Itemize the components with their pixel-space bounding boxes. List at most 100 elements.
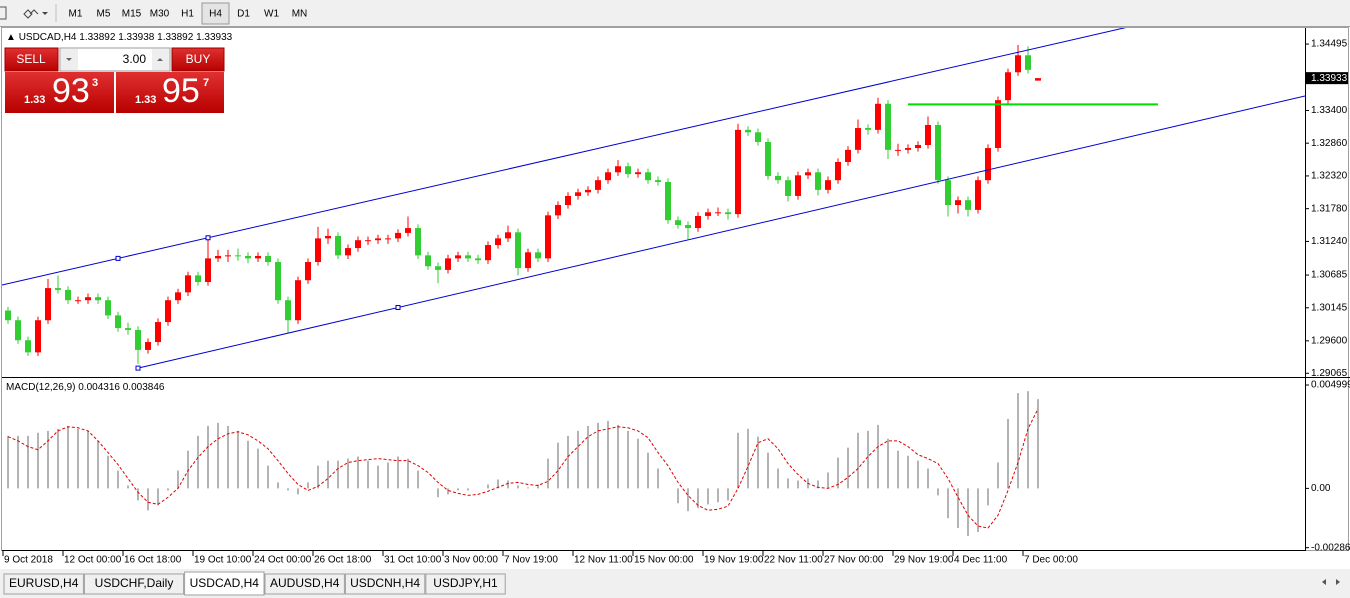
x-tick-label: 7 Nov 19:00 [504, 555, 558, 566]
tab[interactable] [344, 573, 426, 595]
trendline [2, 28, 1127, 286]
tab[interactable] [425, 573, 506, 595]
bid-point: 3 [92, 77, 98, 89]
sell-button[interactable] [4, 47, 59, 72]
candle-body [1025, 55, 1031, 70]
trade-panel: SELL 3.00 BUY 1.33 93 3 1.33 95 7 [4, 47, 225, 113]
candle-body [1015, 55, 1021, 73]
ask-pips: 95 [162, 72, 200, 110]
candle-body [645, 172, 651, 181]
candle-body [95, 297, 101, 301]
candle-body [695, 215, 701, 229]
timeframe-button[interactable]: D1 [237, 9, 250, 20]
x-tick-label: 4 Dec 11:00 [954, 555, 1008, 566]
timeframe-button[interactable]: H1 [181, 9, 194, 20]
x-tick-label: 7 Dec 00:00 [1024, 555, 1078, 566]
candle-body [185, 275, 191, 293]
tab-active[interactable] [184, 571, 265, 596]
timeframe-button[interactable]: M30 [150, 9, 170, 20]
timeframe-button[interactable]: M5 [97, 9, 111, 20]
buy-label: BUY [186, 52, 211, 66]
macd-pane: 0.004999 0.00 -0.002868 [7, 380, 1350, 553]
tab-label: USDJPY,H1 [433, 576, 498, 590]
lot-input[interactable] [59, 47, 171, 72]
toolbar-icon[interactable] [0, 6, 7, 20]
candle-body [515, 232, 521, 269]
candle-body [445, 258, 451, 270]
timeframe-button[interactable]: M15 [122, 9, 142, 20]
y-tick-label: 0.004999 [1311, 380, 1350, 391]
bid-big: 1.33 [24, 94, 45, 106]
candle-body [535, 252, 541, 259]
x-tick-label: 12 Nov 11:00 [574, 555, 633, 566]
x-tick-label: 19 Oct 10:00 [194, 555, 252, 566]
candle-body [1035, 78, 1041, 81]
tab-label: AUDUSD,H4 [270, 576, 340, 590]
bid-box[interactable] [5, 72, 114, 113]
timeframe-selected [201, 2, 230, 25]
y-tick-label: 1.31240 [1311, 236, 1348, 247]
timeframe-button[interactable]: M1 [69, 9, 83, 20]
candle-body [115, 315, 121, 329]
y-tick-label: 1.33400 [1311, 105, 1348, 116]
candle-body [325, 235, 331, 239]
candle-body [665, 181, 671, 221]
candle-body [335, 235, 341, 256]
candle-body [305, 262, 311, 281]
candle-body [295, 280, 301, 321]
draw-tool-icon[interactable] [23, 9, 48, 19]
candle-body [275, 262, 281, 301]
candle-body [1005, 72, 1011, 101]
candle-body [135, 329, 141, 350]
candle-body [905, 148, 911, 150]
candle-body [895, 149, 901, 151]
ask-box[interactable] [116, 72, 224, 113]
candle-body [625, 166, 631, 175]
tab[interactable] [83, 573, 185, 595]
candle-body [955, 200, 961, 206]
tab-scroll[interactable] [1322, 579, 1340, 585]
candle-body [925, 125, 931, 146]
candle-body [25, 340, 31, 353]
candle-body [715, 212, 721, 214]
signal-line [7, 408, 1039, 529]
candle-body [505, 232, 511, 239]
candle-body [615, 166, 621, 173]
candle-body [215, 255, 221, 259]
macd-value: 0.004316 [78, 382, 120, 393]
timeframes: M1 M5 M15 M30 H1 H4 D1 W1 MN [69, 2, 308, 25]
buy-button[interactable] [171, 47, 225, 72]
candle-body [265, 255, 271, 263]
candle-body [385, 238, 391, 240]
tab[interactable] [3, 573, 84, 595]
candle-body [455, 255, 461, 259]
signal-value: 0.003846 [123, 382, 165, 393]
candle-body [145, 342, 151, 350]
candle-body [935, 125, 941, 181]
y-tick-label: 1.32320 [1311, 171, 1348, 182]
candle-body [425, 255, 431, 267]
timeframe-button[interactable]: W1 [264, 9, 279, 20]
candle-body [55, 288, 61, 290]
y-tick-label: -0.002868 [1311, 542, 1350, 553]
timeframe-button[interactable]: H4 [209, 9, 222, 20]
candle-body [785, 180, 791, 196]
timeframe-button[interactable]: MN [292, 9, 308, 20]
candle-body [525, 252, 531, 269]
candle-body [285, 300, 291, 321]
candle-body [825, 180, 831, 190]
candle-body [435, 266, 441, 270]
candle-body [845, 149, 851, 162]
candle-body [205, 258, 211, 283]
candle-body [835, 161, 841, 181]
candle-body [815, 172, 821, 190]
lot-value: 3.00 [123, 52, 147, 66]
candle-body [355, 240, 361, 249]
tab-label: USDCAD,H4 [190, 576, 260, 590]
y-tick-label: 1.29600 [1311, 335, 1348, 346]
candle-body [875, 103, 881, 130]
ohlc-close: 1.33933 [196, 32, 233, 43]
tab[interactable] [264, 573, 345, 595]
ohlc-open: 1.33892 [79, 32, 116, 43]
candle-body [125, 328, 131, 330]
